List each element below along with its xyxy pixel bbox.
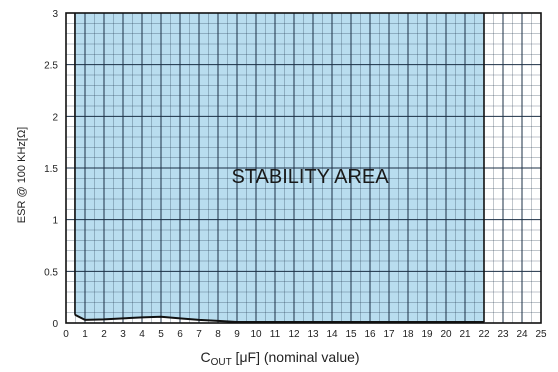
x-tick-label: 19 bbox=[421, 329, 433, 340]
y-tick-label: 2 bbox=[52, 112, 58, 123]
x-tick-label: 3 bbox=[120, 329, 126, 340]
x-axis-label-unit: [μF] (nominal value) bbox=[232, 349, 360, 365]
x-tick-label: 11 bbox=[270, 329, 281, 340]
y-tick-label: 3 bbox=[52, 9, 58, 20]
x-tick-label: 6 bbox=[177, 329, 183, 340]
x-tick-label: 20 bbox=[440, 329, 452, 340]
x-tick-label: 24 bbox=[516, 329, 528, 340]
x-tick-label: 22 bbox=[478, 329, 490, 340]
x-tick-label: 18 bbox=[402, 329, 414, 340]
x-tick-label: 4 bbox=[139, 329, 145, 340]
x-tick-label: 15 bbox=[345, 329, 357, 340]
stability-area-region bbox=[74, 13, 485, 322]
x-tick-label: 12 bbox=[288, 329, 300, 340]
x-axis-label: COUT [μF] (nominal value) bbox=[200, 349, 359, 368]
x-tick-label: 2 bbox=[101, 329, 107, 340]
x-tick-label: 17 bbox=[383, 329, 395, 340]
x-axis-label-subscript: OUT bbox=[211, 357, 232, 368]
esr-lower-boundary-line bbox=[74, 313, 484, 323]
x-tick-label: 13 bbox=[307, 329, 319, 340]
x-axis-label-main: C bbox=[200, 349, 210, 365]
x-tick-label: 25 bbox=[535, 329, 547, 340]
x-tick-label: 8 bbox=[215, 329, 221, 340]
x-tick-label: 14 bbox=[326, 329, 338, 340]
y-tick-label: 1.5 bbox=[44, 164, 58, 175]
x-tick-label: 7 bbox=[196, 329, 202, 340]
y-axis-label: ESR @ 100 KHz[Ω] bbox=[16, 127, 28, 223]
y-tick-label: 0.5 bbox=[44, 267, 58, 278]
x-tick-label: 1 bbox=[82, 329, 88, 340]
y-tick-label: 2.5 bbox=[44, 61, 58, 72]
tick-labels: 0 1 2 3 4 5 6 7 8 9 10 11 12 13 14 15 16 17 18 19 20 21 22 23 24… bbox=[44, 9, 547, 340]
stability-area-fill bbox=[74, 13, 485, 322]
x-tick-label: 9 bbox=[234, 329, 240, 340]
y-tick-label: 1 bbox=[52, 216, 58, 227]
x-tick-label: 16 bbox=[364, 329, 376, 340]
chart-grid bbox=[65, 12, 542, 324]
x-tick-label: 0 bbox=[63, 329, 69, 340]
y-tick-label: 0 bbox=[52, 319, 58, 330]
x-tick-label: 21 bbox=[459, 329, 471, 340]
plot-frame bbox=[65, 12, 542, 324]
stability-area-annotation: STABILITY AREA bbox=[231, 166, 389, 188]
x-tick-label: 5 bbox=[158, 329, 164, 340]
x-tick-label: 23 bbox=[497, 329, 509, 340]
lower-boundary-layer bbox=[74, 13, 485, 323]
x-tick-label: 10 bbox=[250, 329, 262, 340]
